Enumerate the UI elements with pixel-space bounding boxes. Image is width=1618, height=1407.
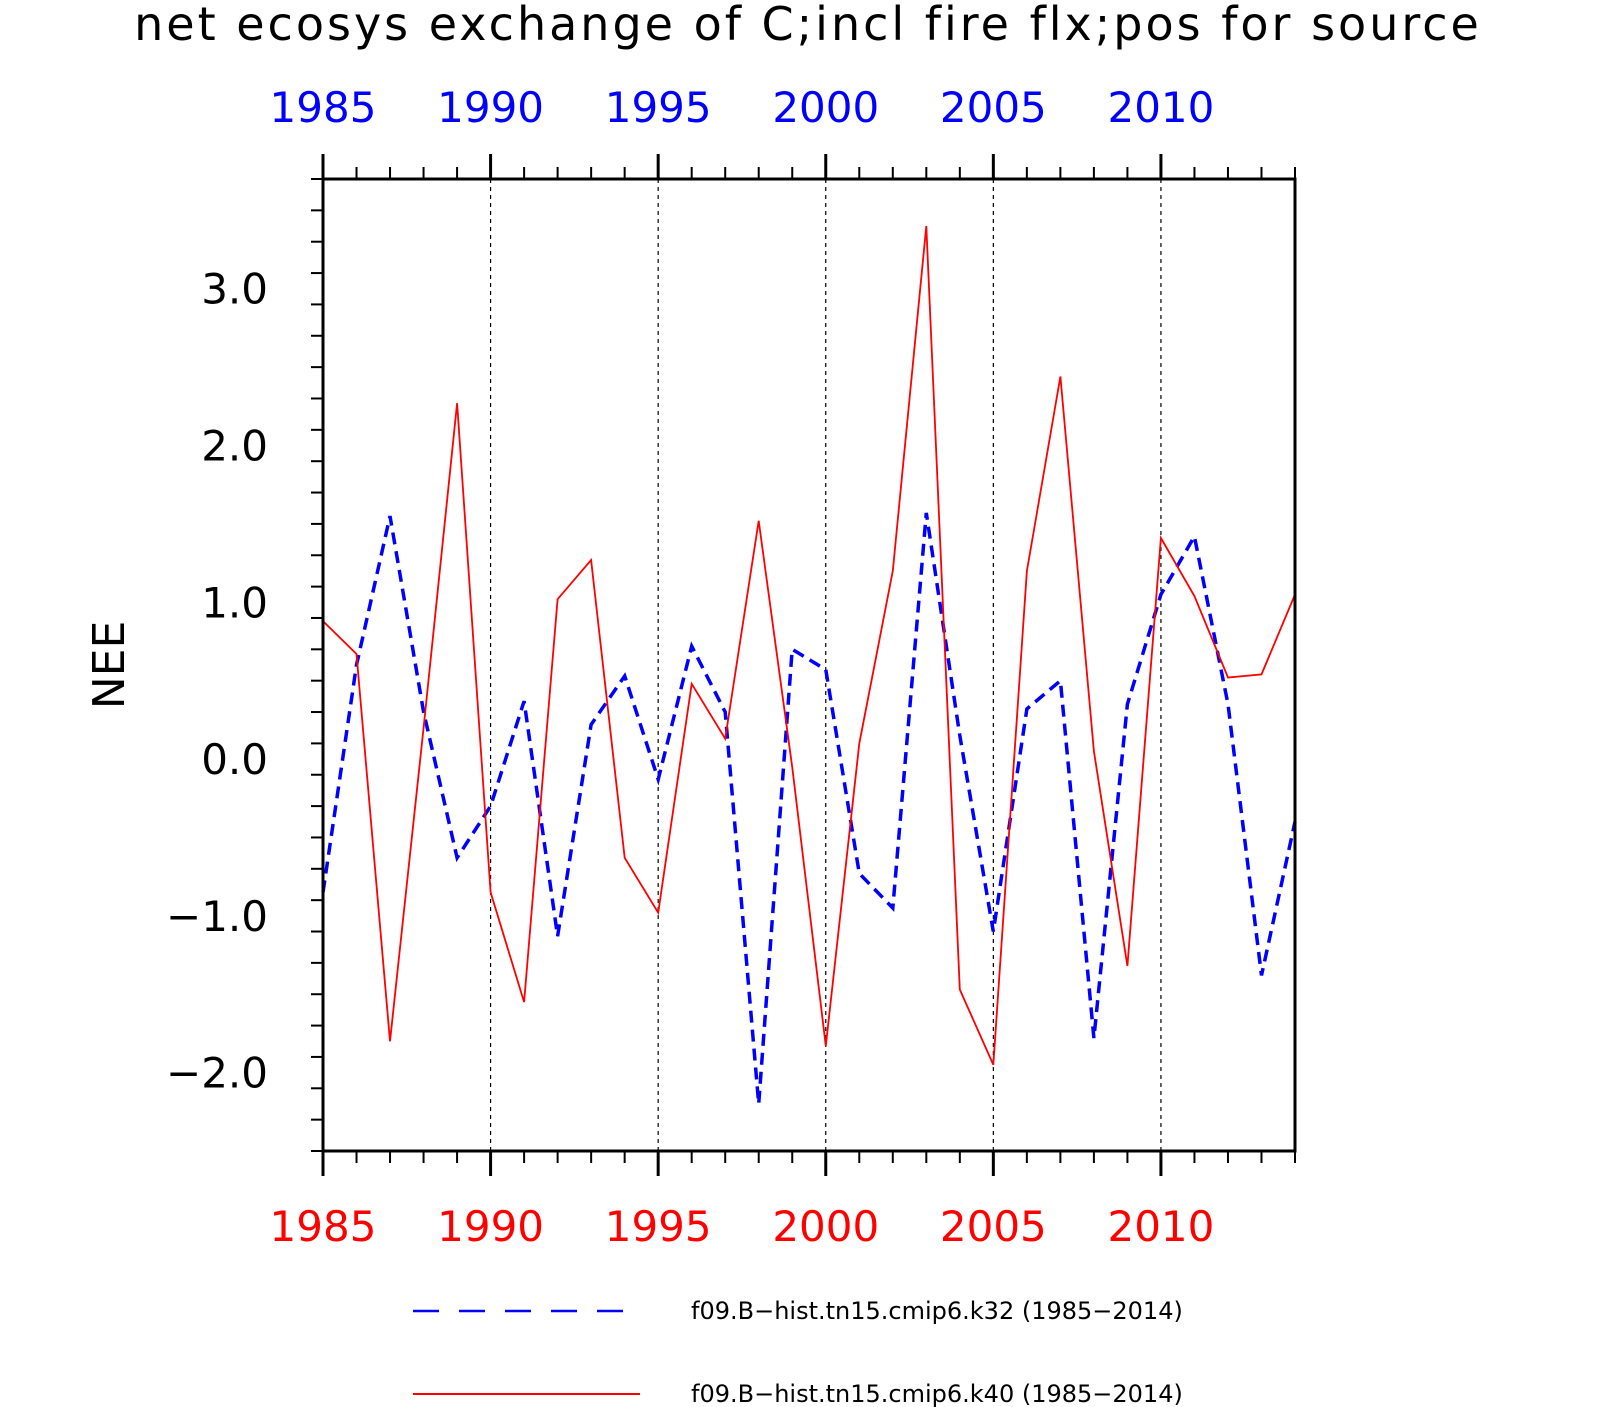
y-tick-label: 1.0: [201, 578, 268, 627]
bottom-x-tick-label: 1985: [270, 1202, 377, 1251]
tick-marks: [311, 154, 1296, 1176]
legend: f09.B−hist.tn15.cmip6.k32 (1985−2014) f09…: [413, 1297, 1183, 1407]
legend-label-2: f09.B−hist.tn15.cmip6.k40 (1985−2014): [691, 1380, 1183, 1407]
y-tick-label: −2.0: [166, 1049, 268, 1098]
bottom-x-tick-label: 2010: [1107, 1202, 1214, 1251]
plot-frame: [321, 177, 1297, 1153]
series-lines: [321, 225, 1297, 1105]
chart-title: net ecosys exchange of C;incl fire flx;p…: [134, 0, 1482, 51]
y-tick-label: −1.0: [166, 892, 268, 941]
bottom-x-tick-label: 1990: [437, 1202, 544, 1251]
axes: [321, 177, 1297, 1153]
y-tick-label: 0.0: [201, 735, 268, 784]
bottom-x-tick-label: 2000: [772, 1202, 879, 1251]
y-axis-label: NEE: [84, 621, 135, 710]
top-x-tick-label: 1990: [437, 83, 544, 132]
bottom-x-tick-label: 1995: [605, 1202, 712, 1251]
tick-labels: 1985 1990 1995 2000 2005 2010 1985 1990 1995 2000…: [166, 83, 1214, 1251]
vertical-gridlines: [489, 179, 1162, 1151]
top-x-tick-label: 2010: [1107, 83, 1214, 132]
y-tick-label: 2.0: [201, 422, 268, 471]
top-x-tick-label: 1995: [605, 83, 712, 132]
bottom-x-tick-label: 2005: [940, 1202, 1047, 1251]
top-x-tick-label: 2000: [772, 83, 879, 132]
series-line-2: [322, 225, 1296, 1066]
series-line-1: [321, 512, 1297, 1105]
legend-label-1: f09.B−hist.tn15.cmip6.k32 (1985−2014): [691, 1297, 1183, 1325]
top-x-tick-label: 2005: [940, 83, 1047, 132]
y-tick-label: 3.0: [201, 265, 268, 314]
top-x-tick-label: 1985: [270, 83, 377, 132]
